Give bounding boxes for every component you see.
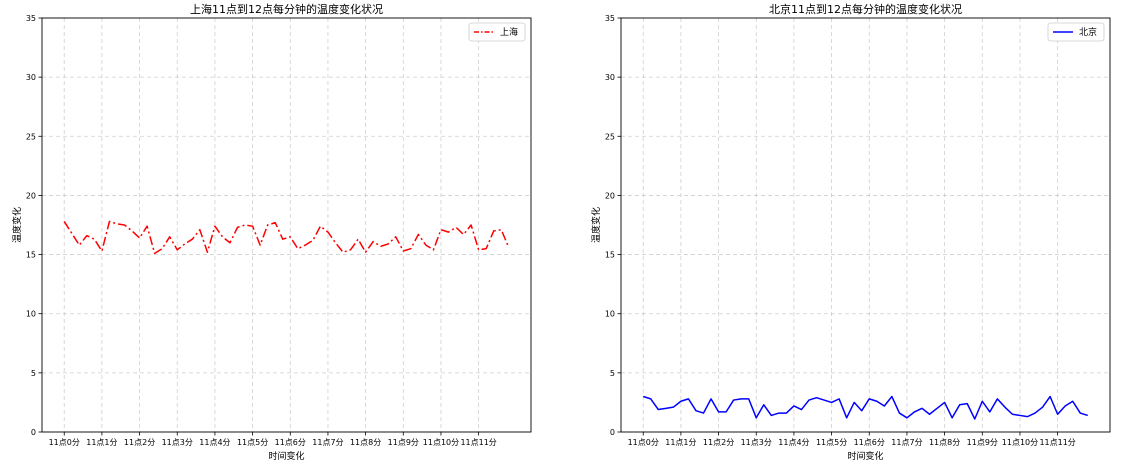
legend-label: 上海 bbox=[500, 26, 518, 38]
y-tick-label: 0 bbox=[610, 428, 615, 437]
y-tick-label: 0 bbox=[31, 428, 36, 437]
x-tick-label: 11点0分 bbox=[628, 438, 659, 447]
x-tick-label: 11点7分 bbox=[312, 438, 343, 447]
y-tick-label: 30 bbox=[605, 73, 615, 82]
chart-beijing: 0 5 10 15 20 25 30 35 11点0分 11点1分 11点2分 11点3分 11点4分 1… bbox=[590, 2, 1111, 462]
plot-frame bbox=[620, 17, 1111, 433]
y-tick-label: 20 bbox=[26, 191, 36, 200]
legend: 北京 bbox=[1047, 22, 1105, 42]
chart-title: 北京11点到12点每分钟的温度变化状况 bbox=[769, 2, 962, 16]
y-axis-label: 温度变化 bbox=[590, 207, 602, 243]
y-tick-label: 35 bbox=[605, 14, 615, 23]
x-tick-label: 11点11分 bbox=[1039, 438, 1075, 447]
x-tick-label: 11点1分 bbox=[86, 438, 117, 447]
y-tick-label: 10 bbox=[26, 310, 36, 319]
x-tick-label: 11点8分 bbox=[350, 438, 381, 447]
x-tick-label: 11点6分 bbox=[854, 438, 885, 447]
x-tick-label: 11点4分 bbox=[199, 438, 230, 447]
y-tick-label: 5 bbox=[31, 369, 36, 378]
x-axis-label: 时间变化 bbox=[847, 450, 883, 462]
x-tick-label: 11点1分 bbox=[665, 438, 696, 447]
x-tick-label: 11点4分 bbox=[778, 438, 809, 447]
x-tick-label: 11点7分 bbox=[891, 438, 922, 447]
x-tick-label: 11点10分 bbox=[1002, 438, 1038, 447]
x-tick-label: 11点2分 bbox=[703, 438, 734, 447]
x-tick-label: 11点3分 bbox=[162, 438, 193, 447]
y-tick-label: 25 bbox=[605, 132, 615, 141]
y-tick-label: 5 bbox=[610, 369, 615, 378]
x-tick-label: 11点5分 bbox=[237, 438, 268, 447]
y-tick-label: 30 bbox=[26, 73, 36, 82]
y-tick-label: 15 bbox=[605, 251, 615, 260]
series-line-0 bbox=[643, 395, 1088, 420]
x-tick-label: 11点9分 bbox=[388, 438, 419, 447]
y-tick-label: 15 bbox=[26, 251, 36, 260]
x-tick-label: 11点10分 bbox=[423, 438, 459, 447]
chart-title: 上海11点到12点每分钟的温度变化状况 bbox=[190, 2, 383, 16]
x-tick-label: 11点6分 bbox=[275, 438, 306, 447]
legend-box bbox=[1047, 22, 1105, 42]
x-tick-label: 11点9分 bbox=[967, 438, 998, 447]
legend-box bbox=[468, 22, 526, 42]
y-tick-label: 10 bbox=[605, 310, 615, 319]
legend-label: 北京 bbox=[1079, 26, 1097, 38]
x-axis-label: 时间变化 bbox=[268, 450, 304, 462]
x-tick-label: 11点0分 bbox=[49, 438, 80, 447]
y-tick-label: 20 bbox=[605, 191, 615, 200]
series-line-0 bbox=[63, 220, 510, 255]
x-tick-label: 11点5分 bbox=[816, 438, 847, 447]
legend: 上海 bbox=[468, 22, 526, 42]
x-tick-label: 11点2分 bbox=[124, 438, 155, 447]
y-tick-label: 35 bbox=[26, 14, 36, 23]
plot-frame bbox=[41, 17, 532, 433]
x-tick-label: 11点3分 bbox=[741, 438, 772, 447]
chart-shanghai: 0 5 10 15 20 25 30 35 11点0分 11点1分 11点2分 11点3分 11点4分 1… bbox=[11, 2, 532, 462]
y-axis-label: 温度变化 bbox=[11, 207, 23, 243]
x-tick-label: 11点11分 bbox=[460, 438, 496, 447]
x-tick-label: 11点8分 bbox=[929, 438, 960, 447]
y-tick-label: 25 bbox=[26, 132, 36, 141]
